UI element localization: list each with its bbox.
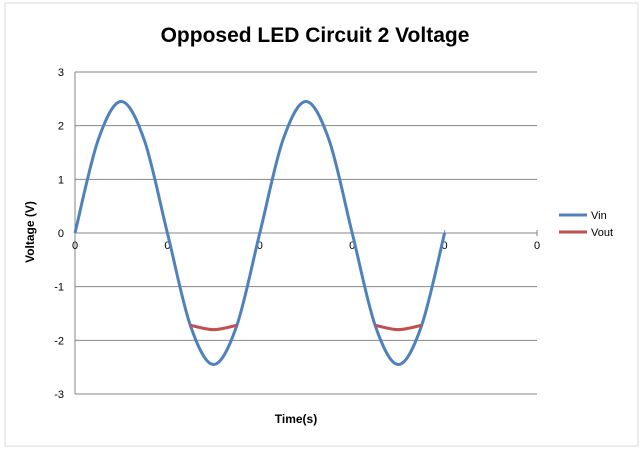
legend-label-vout: Vout [591,227,613,239]
y-axis-label: Voltage (V) [23,201,37,263]
legend-label-vin: Vin [591,210,607,222]
y-tick-label: 1 [58,174,64,186]
x-axis-label: Time(s) [275,412,317,426]
y-tick-label: -1 [54,282,64,294]
y-tick-label: 0 [58,228,64,240]
chart-border [5,3,638,446]
y-tick-label: -2 [54,335,64,347]
chart-title: Opposed LED Circuit 2 Voltage [161,24,470,47]
y-tick-label: 2 [58,121,64,133]
x-tick-label: 0 [534,240,540,252]
y-tick-label: 3 [58,67,64,79]
y-tick-label: -3 [54,389,64,401]
x-tick-label: 0 [72,240,78,252]
